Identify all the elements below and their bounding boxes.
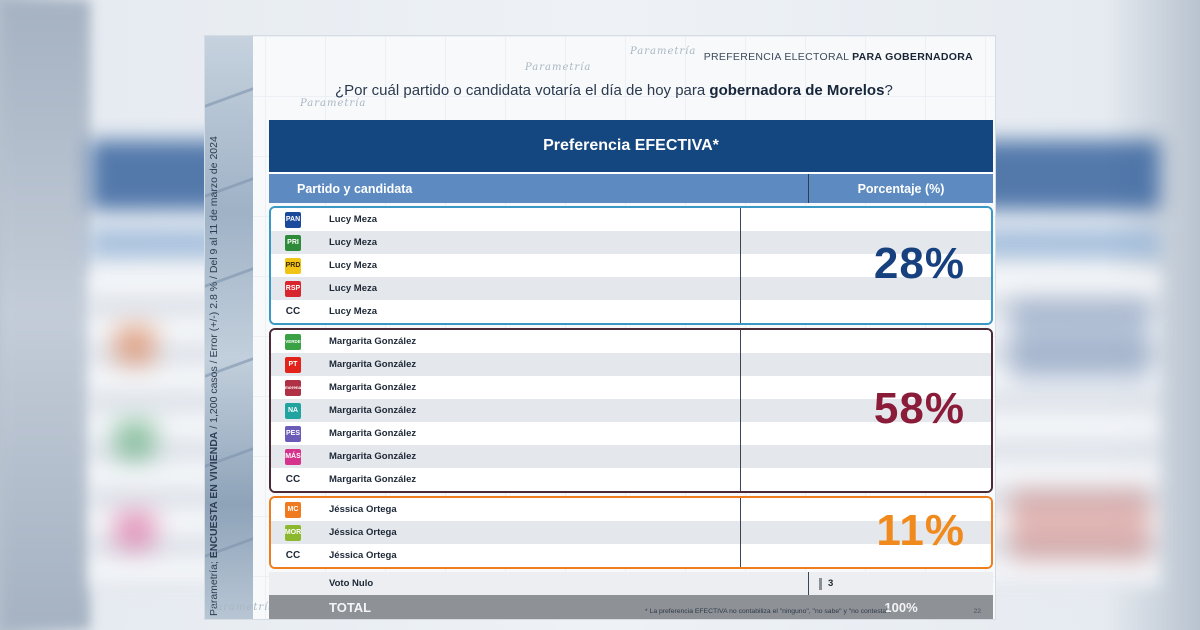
table-row: MOR Jéssica Ortega xyxy=(271,521,991,544)
table-header: Partido y candidata Porcentaje (%) xyxy=(269,172,993,203)
candidate-name: Margarita González xyxy=(329,428,417,439)
footnote: * La preferencia EFECTIVA no contabiliza… xyxy=(645,608,891,615)
candidate-name: Lucy Meza xyxy=(329,214,378,225)
party-logo-icon: PES xyxy=(285,425,301,442)
group-percentage: 11% xyxy=(876,505,965,555)
party-logo-icon: PRI xyxy=(285,234,301,251)
candidate-group: MC Jéssica Ortega MOR Jéssica Ortega CC Jéssi… xyxy=(269,496,993,569)
watermark: Parametría xyxy=(630,46,697,57)
table-title: Preferencia EFECTIVA* xyxy=(269,120,993,172)
party-logo-icon: MOR xyxy=(285,524,301,541)
table-row: MC Jéssica Ortega xyxy=(271,498,991,521)
table-row: PRI Lucy Meza xyxy=(271,231,991,254)
voto-nulo-label: Voto Nulo xyxy=(269,572,809,595)
column-header-party: Partido y candidata xyxy=(269,174,809,203)
watermark: Parametría xyxy=(525,62,592,73)
voto-nulo-value: 3 xyxy=(828,578,834,589)
table-row: morena Margarita González xyxy=(271,376,991,399)
voto-nulo-row: Voto Nulo 3 xyxy=(269,572,993,595)
page-number: 22 xyxy=(973,608,981,615)
total-row: TOTAL 100% xyxy=(269,595,993,619)
party-logo-icon: PRD xyxy=(285,257,301,274)
candidate-group: PAN Lucy Meza PRI Lucy Meza PRD Lucy Meza RSP L… xyxy=(269,206,993,325)
party-logo-icon: NA xyxy=(285,402,301,419)
table-row: PT Margarita González xyxy=(271,353,991,376)
watermark: Parametría xyxy=(300,98,367,109)
party-logo-icon: CC xyxy=(285,550,301,561)
table-row: VERDE Margarita González xyxy=(271,330,991,353)
party-logo-icon: RSP xyxy=(285,280,301,297)
column-header-percentage: Porcentaje (%) xyxy=(857,181,945,196)
candidate-name: Margarita González xyxy=(329,474,417,485)
table-row: PES Margarita González xyxy=(271,422,991,445)
candidate-name: Lucy Meza xyxy=(329,283,378,294)
candidate-name: Margarita González xyxy=(329,451,417,462)
table-row: CC Margarita González xyxy=(271,468,991,491)
party-logo-icon: VERDE xyxy=(285,333,301,350)
candidate-name: Jéssica Ortega xyxy=(329,527,397,538)
candidate-name: Margarita González xyxy=(329,359,417,370)
candidate-name: Margarita González xyxy=(329,382,417,393)
preference-table: Preferencia EFECTIVA* Partido y candidat… xyxy=(269,120,993,619)
candidate-name: Lucy Meza xyxy=(329,260,378,271)
party-logo-icon: PAN xyxy=(285,211,301,228)
table-row: RSP Lucy Meza xyxy=(271,277,991,300)
total-value: 100% xyxy=(884,599,918,615)
group-percentage: 58% xyxy=(873,383,965,433)
decorative-side-strip xyxy=(205,36,253,619)
party-logo-icon: MÁS xyxy=(285,448,301,465)
total-label: TOTAL xyxy=(329,599,372,615)
party-logo-icon: CC xyxy=(285,306,301,317)
watermark: Parametría xyxy=(209,602,276,613)
candidate-name: Margarita González xyxy=(329,405,417,416)
table-row: PRD Lucy Meza xyxy=(271,254,991,277)
table-row: PAN Lucy Meza xyxy=(271,208,991,231)
survey-question: ¿Por cuál partido o candidata votaría el… xyxy=(335,82,893,99)
party-logo-icon: MC xyxy=(285,501,301,518)
slide-header: PREFERENCIA ELECTORAL PARA GOBERNADORA xyxy=(703,51,973,63)
party-logo-icon: PT xyxy=(285,356,301,373)
candidate-name: Lucy Meza xyxy=(329,306,378,317)
candidate-name: Jéssica Ortega xyxy=(329,550,397,561)
table-row: NA Margarita González xyxy=(271,399,991,422)
survey-slide: Parametría; ENCUESTA EN VIVIENDA / 1,200… xyxy=(204,35,996,620)
candidate-name: Margarita González xyxy=(329,336,417,347)
party-logo-icon: CC xyxy=(285,474,301,485)
candidate-group: VERDE Margarita González PT Margarita Gonzá… xyxy=(269,328,993,493)
group-percentage: 28% xyxy=(873,238,965,288)
voto-nulo-bar xyxy=(819,577,822,590)
candidate-name: Jéssica Ortega xyxy=(329,504,397,515)
survey-methodology-note: Parametría; ENCUESTA EN VIVIENDA / 1,200… xyxy=(208,136,220,616)
table-row: MÁS Margarita González xyxy=(271,445,991,468)
candidate-name: Lucy Meza xyxy=(329,237,378,248)
table-row: CC Lucy Meza xyxy=(271,300,991,323)
table-row: CC Jéssica Ortega xyxy=(271,544,991,567)
party-logo-icon: morena xyxy=(285,379,301,396)
